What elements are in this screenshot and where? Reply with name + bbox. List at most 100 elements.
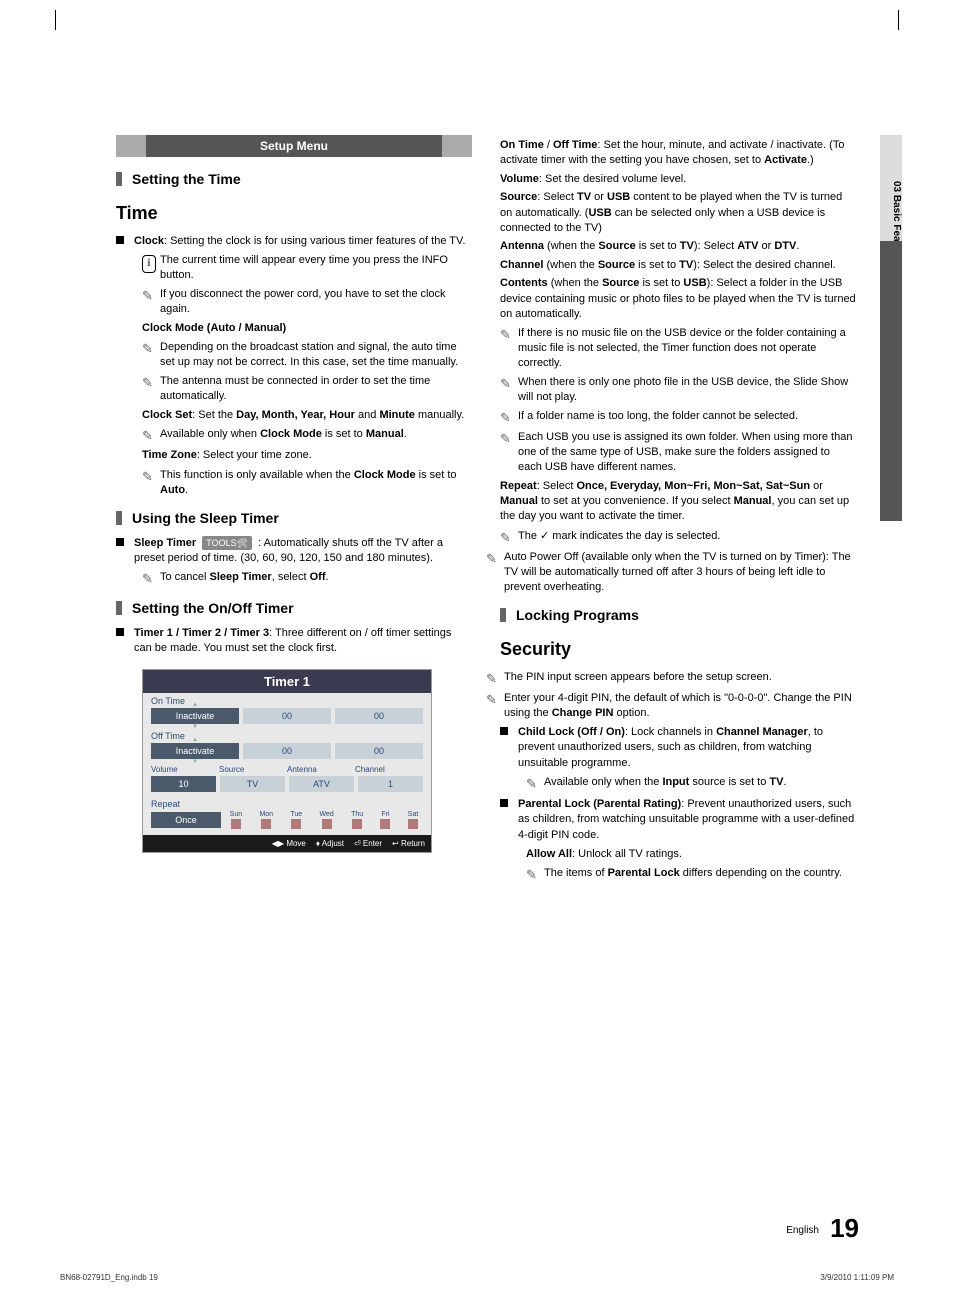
note: ✎ To cancel Sleep Timer, select Off. — [142, 570, 472, 588]
side-tab-dark — [880, 241, 902, 521]
day-tue: Tue — [290, 811, 302, 818]
page-label: English — [786, 1225, 819, 1236]
volume-value[interactable]: 10 — [151, 776, 216, 792]
day-sun: Sun — [230, 811, 242, 818]
label-child-lock: Child Lock (Off / On) — [518, 726, 625, 738]
label-antenna: Antenna — [287, 765, 355, 774]
day-box[interactable] — [291, 819, 301, 829]
label-repeat: Repeat — [143, 796, 431, 809]
text: Depending on the broadcast station and s… — [160, 340, 472, 370]
source-value[interactable]: TV — [220, 776, 285, 792]
tools-badge: TOOLS🛠 — [202, 536, 252, 551]
heading-locking: Locking Programs — [500, 607, 856, 623]
footer-left: BN68-02791D_Eng.indb 19 — [60, 1273, 158, 1282]
label-sleep-timer: Sleep Timer — [134, 537, 196, 549]
day-boxes: Sun Mon Tue Wed Thu Fri Sat — [225, 811, 423, 829]
day-mon: Mon — [259, 811, 273, 818]
note: ✎Available only when the Input source is… — [526, 775, 856, 793]
day-sat: Sat — [408, 811, 419, 818]
parental-lock-item: Parental Lock (Parental Rating): Prevent… — [500, 797, 856, 843]
heading-text: Locking Programs — [516, 607, 639, 623]
text: If you disconnect the power cord, you ha… — [160, 287, 472, 317]
note: ✎The items of Parental Lock differs depe… — [526, 866, 856, 884]
off-time-hour[interactable]: 00 — [243, 743, 331, 759]
on-time-hour[interactable]: 00 — [243, 708, 331, 724]
antenna-value[interactable]: ATV — [289, 776, 354, 792]
note: ✎If there is no music file on the USB de… — [500, 326, 856, 371]
note: ✎The PIN input screen appears before the… — [486, 670, 856, 688]
adjust-hint: ♦ Adjust — [316, 839, 344, 848]
on-time-min[interactable]: 00 — [335, 708, 423, 724]
bullet-icon — [116, 628, 124, 636]
note: ✎ If you disconnect the power cord, you … — [142, 287, 472, 317]
label-on-time: On Time — [143, 693, 431, 706]
on-off-time-text: On Time / Off Time: Set the hour, minute… — [500, 138, 856, 169]
bullet-icon — [116, 236, 124, 244]
channel-text: Channel (when the Source is set to TV): … — [500, 258, 856, 273]
text: To cancel Sleep Timer, select Off. — [160, 570, 472, 588]
info-note: ℹ The current time will appear every tim… — [142, 253, 472, 283]
note: ✎When there is only one photo file in th… — [500, 375, 856, 405]
repeat-value[interactable]: Once — [151, 812, 221, 828]
heading-setting-time: Setting the Time — [116, 171, 472, 187]
text: : Setting the clock is for using various… — [164, 235, 465, 247]
heading-security: Security — [500, 639, 856, 660]
source-text: Source: Select TV or USB content to be p… — [500, 190, 856, 236]
day-box[interactable] — [380, 819, 390, 829]
note: ✎Enter your 4-digit PIN, the default of … — [486, 691, 856, 721]
text: Each USB you use is assigned its own fol… — [518, 430, 856, 475]
note-icon: ✎ — [486, 691, 504, 721]
day-box[interactable] — [261, 819, 271, 829]
note-icon: ✎ — [500, 430, 518, 475]
timer-title: Timer 1 — [143, 670, 431, 693]
day-box[interactable] — [231, 819, 241, 829]
label-source: Source — [219, 765, 287, 774]
day-box[interactable] — [322, 819, 332, 829]
text: The PIN input screen appears before the … — [504, 670, 856, 688]
note-icon: ✎ — [500, 375, 518, 405]
heading-text: Using the Sleep Timer — [132, 510, 279, 526]
contents-text: Contents (when the Source is set to USB)… — [500, 276, 856, 322]
note-icon: ✎ — [142, 570, 160, 588]
return-hint: ↩ Return — [392, 839, 425, 848]
move-hint: ◀▶ Move — [272, 839, 306, 848]
day-thu: Thu — [351, 811, 363, 818]
label-timers: Timer 1 / Timer 2 / Timer 3 — [134, 627, 269, 639]
label-clock: Clock — [134, 235, 164, 247]
off-time-state[interactable]: Inactivate — [151, 743, 239, 759]
text: The antenna must be connected in order t… — [160, 374, 472, 404]
note-icon: ✎ — [500, 326, 518, 371]
left-column: Setup Menu Setting the Time Time Clock: … — [116, 135, 472, 888]
sleep-timer-item: Sleep Timer TOOLS🛠 : Automatically shuts… — [116, 536, 472, 567]
text: Available only when Clock Mode is set to… — [160, 427, 472, 445]
note: ✎Auto Power Off (available only when the… — [486, 550, 856, 595]
antenna-text: Antenna (when the Source is set to TV): … — [500, 239, 856, 254]
channel-value[interactable]: 1 — [358, 776, 423, 792]
heading-sleep-timer: Using the Sleep Timer — [116, 510, 472, 526]
text: Available only when the Input source is … — [544, 775, 856, 793]
label-parental-lock: Parental Lock (Parental Rating) — [518, 798, 681, 810]
setup-menu-header: Setup Menu — [116, 135, 472, 157]
on-time-state[interactable]: Inactivate — [151, 708, 239, 724]
repeat-text: Repeat: Select Once, Everyday, Mon~Fri, … — [500, 479, 856, 525]
clock-item: Clock: Setting the clock is for using va… — [116, 234, 472, 249]
day-box[interactable] — [408, 819, 418, 829]
heading-time: Time — [116, 203, 472, 224]
note-icon: ✎ — [142, 468, 160, 498]
day-wed: Wed — [320, 811, 334, 818]
note-icon: ✎ — [526, 866, 544, 884]
note-icon: ✎ — [500, 529, 518, 547]
label-off-time: Off Time — [143, 728, 431, 741]
timezone-text: Time Zone: Select your time zone. — [142, 448, 472, 463]
child-lock-item: Child Lock (Off / On): Lock channels in … — [500, 725, 856, 771]
info-icon: ℹ — [142, 255, 156, 273]
day-box[interactable] — [352, 819, 362, 829]
note: ✎The ✓ mark indicates the day is selecte… — [500, 529, 856, 547]
text: When there is only one photo file in the… — [518, 375, 856, 405]
day-fri: Fri — [380, 811, 390, 818]
clock-set-text: Clock Set: Set the Day, Month, Year, Hou… — [142, 408, 472, 423]
text: This function is only available when the… — [160, 468, 472, 498]
off-time-min[interactable]: 00 — [335, 743, 423, 759]
volume-text: Volume: Set the desired volume level. — [500, 172, 856, 187]
note-icon: ✎ — [142, 374, 160, 404]
